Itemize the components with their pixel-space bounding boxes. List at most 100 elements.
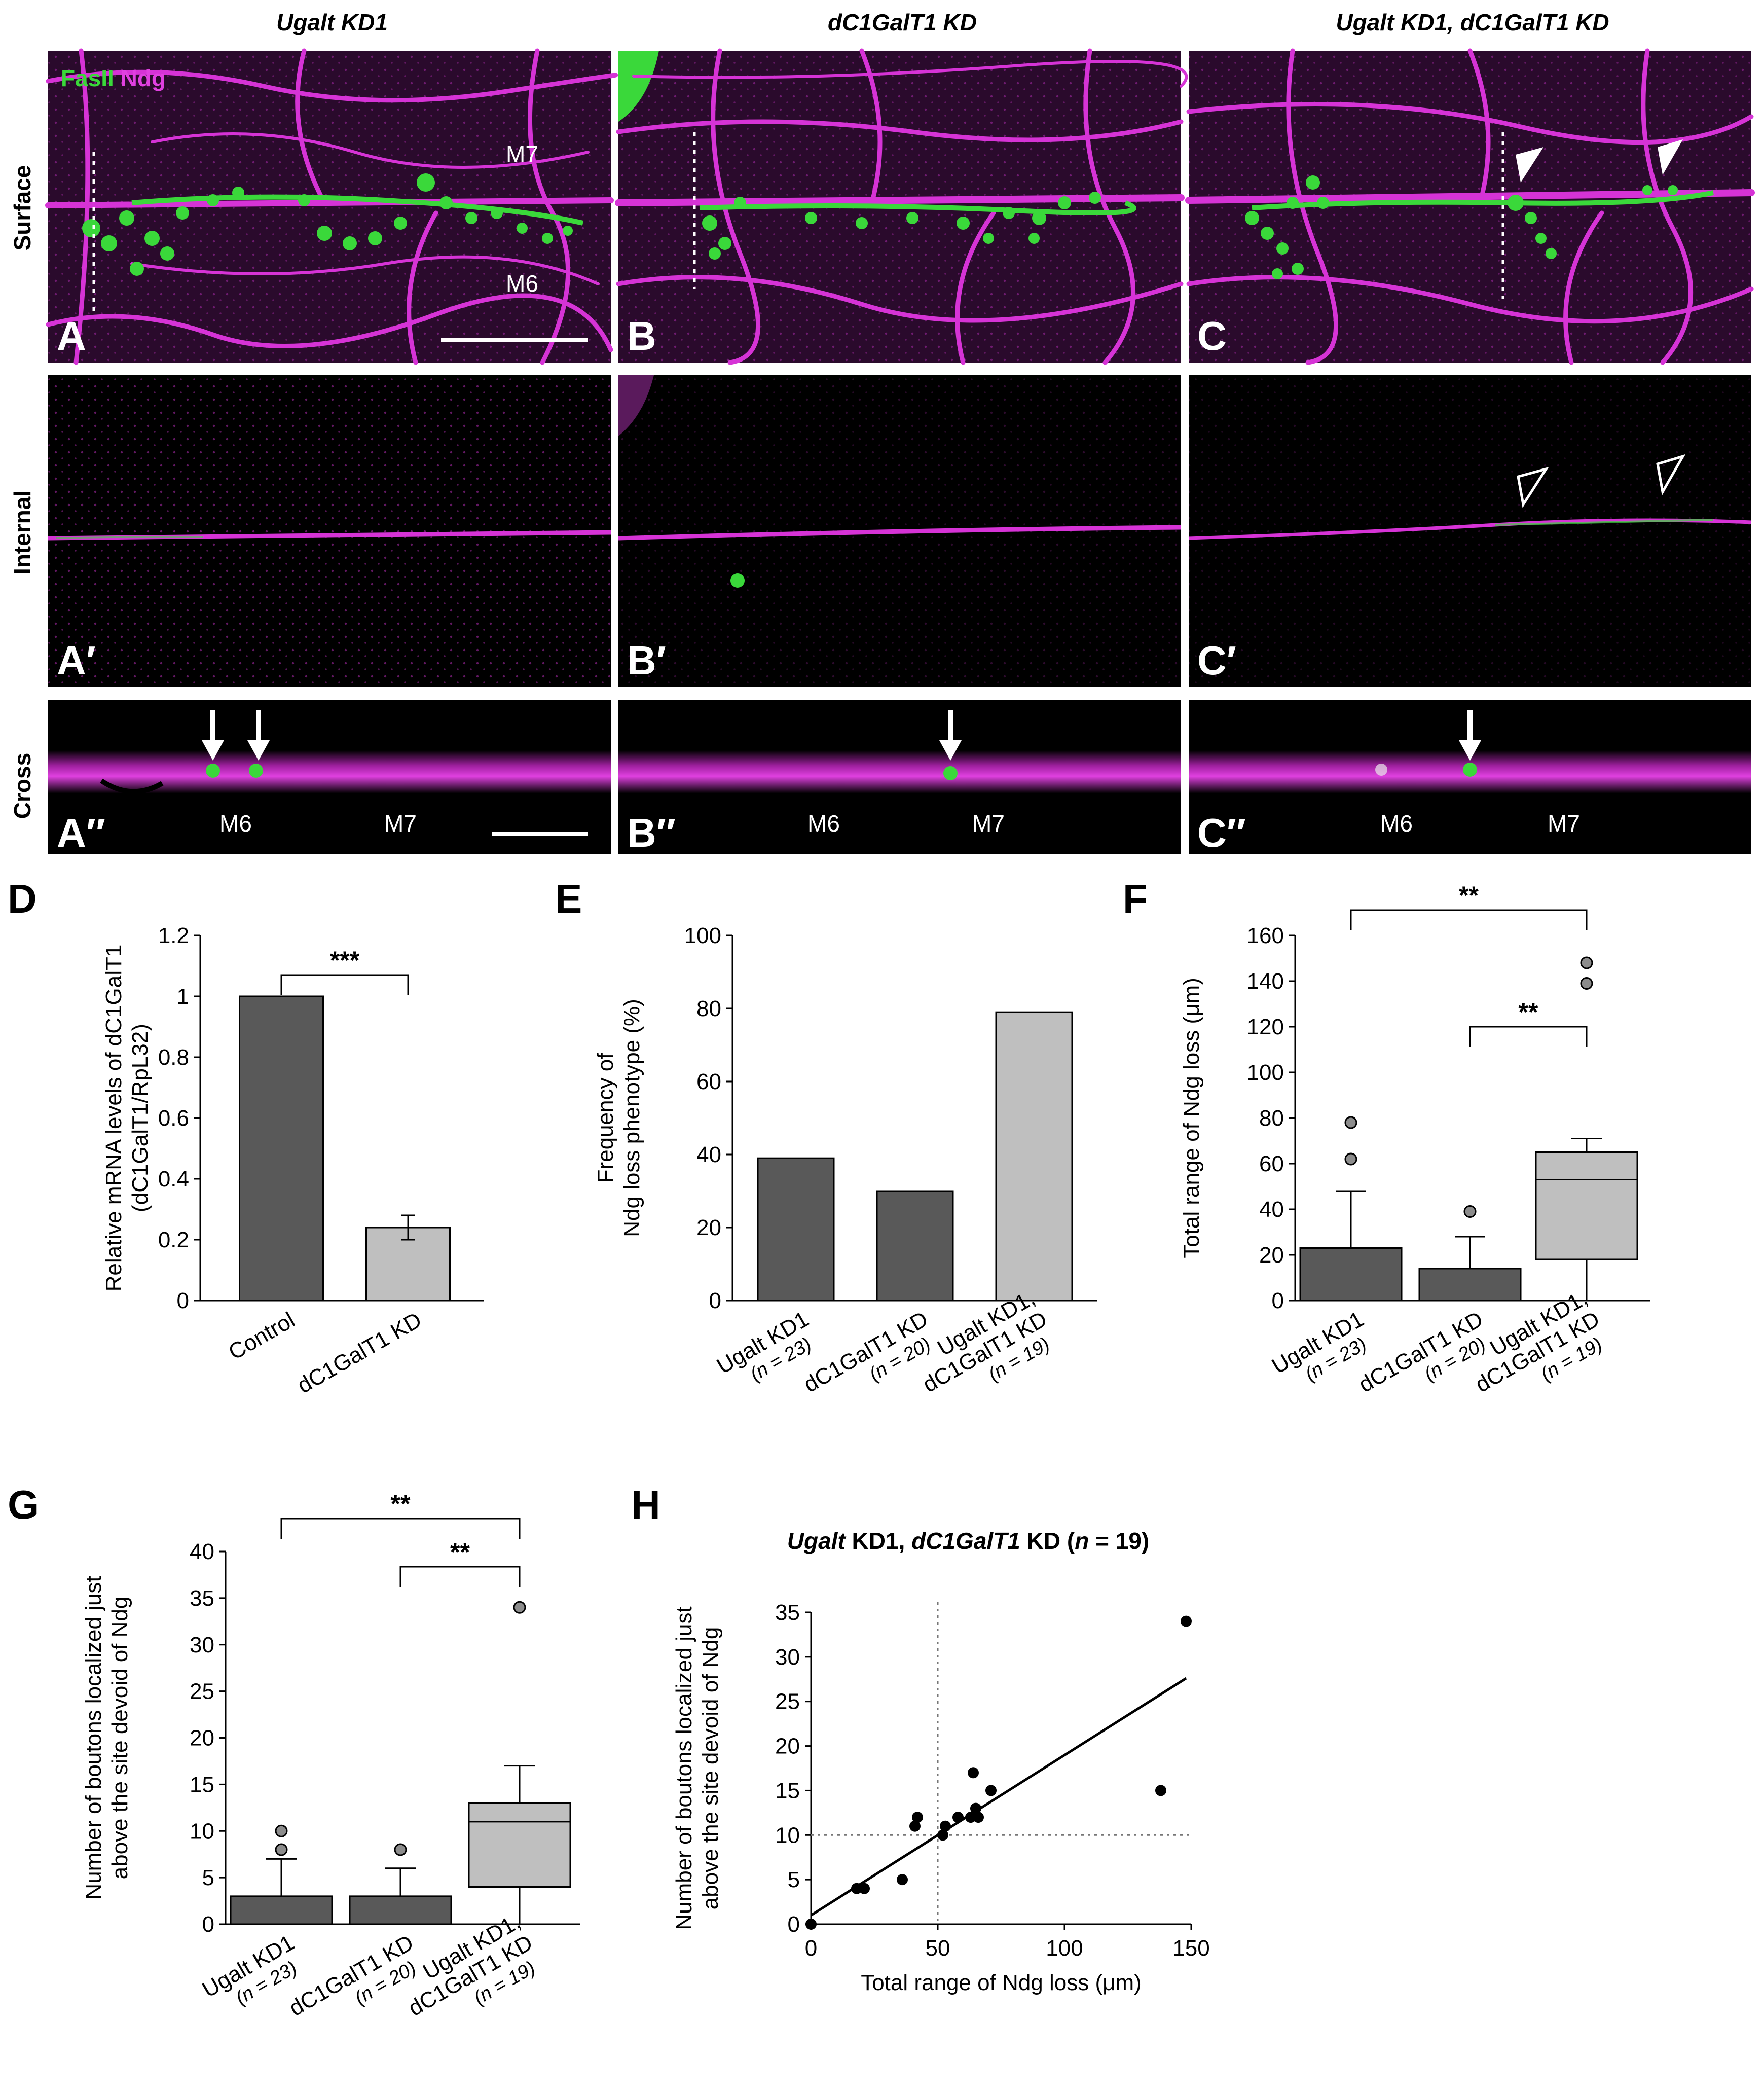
F-ylabel-line: Total range of Ndg loss (μm): [1179, 978, 1204, 1258]
E-ytick-label: 0: [709, 1288, 721, 1313]
panel-letter-G: G: [8, 1482, 39, 1527]
H-point: [912, 1812, 923, 1823]
H-ylabel-line: Number of boutons localized just: [672, 1606, 696, 1930]
panel-letter-B1: B′: [627, 638, 666, 683]
panel-B1-internal: B′: [618, 375, 1182, 687]
H-ytick-label: 30: [775, 1645, 800, 1670]
G-category-label: dC1GalT1 KD(n = 20): [285, 1930, 420, 2021]
panel-letter-H: H: [631, 1482, 660, 1527]
panel-letter-B: B: [627, 313, 656, 358]
F-outlier: [1580, 977, 1593, 990]
F-category-label: dC1GalT1 KD(n = 20): [1354, 1307, 1489, 1397]
D-ytick-label: 0.4: [158, 1167, 189, 1192]
G-ytick-label: 35: [190, 1586, 214, 1611]
D-bar: [239, 995, 324, 1302]
H-title: Ugalt KD1, dC1GalT1 KD (n = 19): [787, 1528, 1149, 1554]
panel-letter-C2: C″: [1197, 810, 1246, 855]
row-heading-cross: Cross: [9, 753, 35, 819]
D-sig-bracket: [280, 974, 409, 995]
G-ylabel-line: above the site devoid of Ndg: [107, 1597, 132, 1880]
H-xtick-label: 0: [805, 1936, 817, 1961]
H-ytick-label: 35: [775, 1600, 800, 1625]
G-ytick-label: 20: [190, 1726, 214, 1751]
H-ytick-label: 15: [775, 1778, 800, 1803]
panel-letter-C1: C′: [1197, 638, 1236, 683]
column-heading-3: Ugalt KD1, dC1GalT1 KD: [1336, 9, 1609, 35]
H-point: [973, 1812, 984, 1823]
panel-B2-cross: M6 M7 B″: [618, 700, 1181, 855]
F-ytick-label: 100: [1247, 1060, 1284, 1085]
H-title-part: KD1,: [846, 1528, 911, 1554]
cross-label-m7-a: M7: [384, 810, 417, 837]
D-category-name: dC1GalT1 KD: [293, 1308, 426, 1398]
G-ytick-label: 30: [190, 1633, 214, 1657]
cross-label-m6-a: M6: [219, 810, 252, 837]
F-ytick-label: 120: [1247, 1015, 1284, 1039]
F-sig-stars: **: [1519, 998, 1538, 1026]
D-ytick-label: 1: [177, 984, 189, 1009]
E-ytick-label: 40: [696, 1142, 721, 1167]
G-ytick-label: 0: [202, 1912, 214, 1937]
G-outlier: [513, 1601, 526, 1614]
G-sig-bracket: [280, 1518, 521, 1539]
G-box: [230, 1895, 333, 1925]
E-ytick-label: 100: [684, 923, 721, 948]
panel-letter-A2: A″: [57, 810, 105, 855]
H-point: [897, 1874, 908, 1886]
E-bar: [876, 1190, 954, 1302]
G-box: [349, 1895, 452, 1925]
chart-F: 0 20 40 60 80 100 120 140 160 Total range of Ndg …: [1179, 881, 1650, 1397]
panel-B-surface: B: [615, 48, 1188, 365]
D-category-label: Control: [225, 1308, 299, 1365]
D-category-name: Control: [225, 1308, 299, 1365]
H-title-part: Ugalt: [787, 1528, 847, 1554]
H-xlabel: Total range of Ndg loss (μm): [861, 1970, 1142, 1995]
E-category-label: dC1GalT1 KD(n = 20): [799, 1307, 934, 1397]
H-xtick-label: 50: [926, 1936, 950, 1961]
H-point: [1155, 1785, 1166, 1796]
G-outlier: [275, 1824, 288, 1837]
D-ytick-label: 0.8: [158, 1045, 189, 1070]
chart-D: 0 0.2 0.4 0.6 0.8 1 1.2 Relative mRNA levels of…: [101, 923, 484, 1398]
G-ylabel-line: Number of boutons localized just: [81, 1576, 106, 1899]
H-point: [940, 1820, 951, 1832]
G-box: [468, 1802, 571, 1888]
H-title-part: KD (: [1020, 1528, 1075, 1554]
panel-letter-A1: A′: [57, 638, 96, 683]
D-category-label: dC1GalT1 KD: [293, 1308, 426, 1398]
D-ytick-label: 1.2: [158, 923, 189, 948]
G-ytick-label: 40: [190, 1539, 214, 1564]
H-ytick-label: 5: [788, 1867, 800, 1892]
F-sig-stars: **: [1459, 881, 1479, 910]
chart-H: 0 5 10 15 20 25 30 35 0 50 100 150 Total range of Nd…: [672, 1528, 1210, 1995]
panel-letter-C: C: [1197, 313, 1227, 358]
panel-A2-cross: M6 M7 A″: [48, 700, 611, 855]
H-title-part: = 19): [1089, 1528, 1149, 1554]
G-outlier: [394, 1843, 407, 1856]
F-ytick-label: 160: [1247, 923, 1284, 948]
panel-letter-F: F: [1123, 876, 1148, 921]
H-xtick-label: 100: [1046, 1936, 1083, 1961]
E-ytick-label: 80: [696, 996, 721, 1021]
E-bar: [995, 1011, 1073, 1302]
row-heading-surface: Surface: [9, 165, 35, 251]
G-sig-stars: **: [450, 1538, 470, 1566]
H-ylabel-line: above the site devoid of Ndg: [698, 1627, 723, 1910]
H-point: [968, 1767, 979, 1779]
chart-G: 0 5 10 15 20 25 30 35 40 Number of boutons locali…: [81, 1490, 580, 2021]
H-point: [859, 1883, 870, 1894]
D-ytick-label: 0.2: [158, 1228, 189, 1252]
F-box: [1418, 1268, 1522, 1302]
E-ytick-label: 20: [696, 1215, 721, 1240]
panel-letter-B2: B″: [627, 810, 676, 855]
panel-letter-D: D: [8, 876, 37, 921]
G-sig-bracket: [399, 1566, 521, 1587]
panel-letter-A: A: [57, 313, 86, 358]
G-ytick-label: 15: [190, 1772, 214, 1797]
row-heading-internal: Internal: [9, 490, 35, 574]
E-ylabel-line: Ndg loss phenotype (%): [619, 999, 644, 1237]
H-ytick-label: 20: [775, 1734, 800, 1759]
H-ytick-label: 10: [775, 1823, 800, 1848]
F-ytick-label: 40: [1259, 1197, 1284, 1222]
